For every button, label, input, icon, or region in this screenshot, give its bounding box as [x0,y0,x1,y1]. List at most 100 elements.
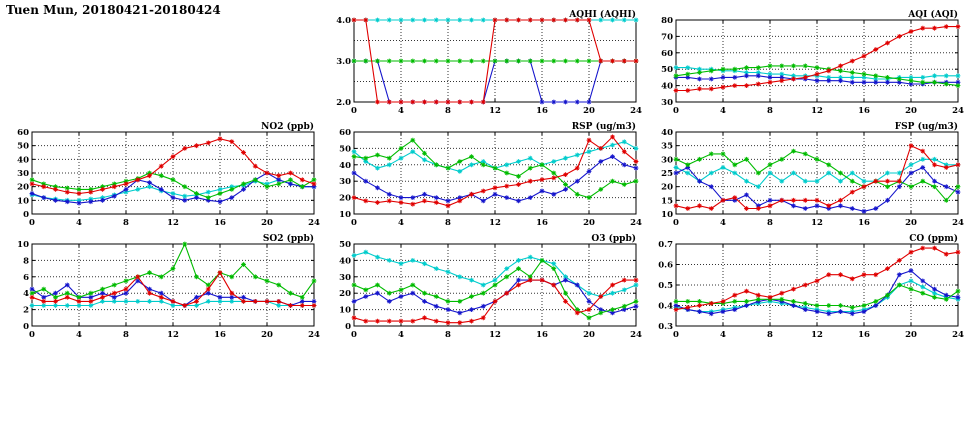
svg-text:12: 12 [811,106,823,116]
svg-text:4: 4 [720,218,726,228]
svg-text:10: 10 [339,306,351,316]
svg-text:30: 30 [17,169,29,179]
svg-text:8: 8 [123,218,129,228]
svg-text:20: 20 [261,330,273,340]
svg-text:0.4: 0.4 [658,302,673,312]
svg-text:0: 0 [673,218,679,228]
chart-so2: 0 4 8 12 16 20 24 0 2 4 6 8 10 SO2 (ppb) [2,232,322,344]
svg-text:20: 20 [17,183,29,193]
svg-text:16: 16 [536,106,548,116]
svg-text:2: 2 [23,306,29,316]
svg-text:40: 40 [339,161,351,171]
svg-text:0: 0 [351,218,357,228]
svg-text:40: 40 [17,155,29,165]
svg-text:8: 8 [445,218,451,228]
svg-text:8: 8 [23,256,29,266]
chart-o3: 0 4 8 12 16 20 24 0 10 20 30 40 50 O3 (ppb) [324,232,644,344]
svg-text:0: 0 [23,322,29,332]
svg-text:4: 4 [23,289,29,299]
svg-text:10: 10 [661,210,673,220]
svg-text:0: 0 [351,106,357,116]
svg-text:4: 4 [398,106,404,116]
svg-text:24: 24 [308,330,320,340]
svg-text:30: 30 [339,273,351,283]
svg-text:0.7: 0.7 [658,240,673,250]
svg-text:20: 20 [339,289,351,299]
svg-text:4: 4 [720,330,726,340]
svg-text:24: 24 [630,218,642,228]
svg-text:0: 0 [23,210,29,220]
svg-text:16: 16 [536,330,548,340]
svg-text:24: 24 [308,218,320,228]
svg-text:0: 0 [29,330,35,340]
chart-canvas: 0 4 8 12 16 20 24 0 10 20 30 40 50 O3 (ppb) [339,233,642,340]
svg-text:4: 4 [398,330,404,340]
svg-text:0.5: 0.5 [658,281,673,291]
svg-text:12: 12 [811,218,823,228]
svg-text:35: 35 [661,142,673,152]
svg-text:8: 8 [445,330,451,340]
svg-text:6: 6 [23,273,29,283]
svg-text:15: 15 [661,196,673,206]
svg-text:4.0: 4.0 [336,16,351,26]
chart-co: 0 4 8 12 16 20 24 0.3 0.4 0.5 0.6 0.7 CO (ppm) [646,232,966,344]
svg-text:0: 0 [673,330,679,340]
svg-text:4: 4 [720,106,726,116]
svg-text:20: 20 [905,330,917,340]
chart-canvas: 0 4 8 12 16 20 24 0.3 0.4 0.5 0.6 0.7 CO (ppm) [658,233,964,340]
svg-text:60: 60 [339,128,351,138]
svg-text:SO2 (ppb): SO2 (ppb) [263,233,314,244]
svg-text:24: 24 [952,106,964,116]
svg-text:0: 0 [345,322,351,332]
svg-text:16: 16 [214,218,226,228]
svg-text:AQHI (AQHI): AQHI (AQHI) [568,9,636,20]
svg-text:CO (ppm): CO (ppm) [909,233,958,244]
svg-text:50: 50 [339,240,351,250]
page-title: Tuen Mun, 20180421-20180424 [6,3,221,17]
svg-text:50: 50 [661,65,673,75]
svg-text:RSP (ug/m3): RSP (ug/m3) [572,121,636,132]
svg-text:12: 12 [811,330,823,340]
chart-canvas: 0 4 8 12 16 20 24 10 20 30 40 50 60 RSP (ug/m3) [339,121,642,228]
empty-cell [2,8,322,120]
svg-text:10: 10 [17,196,29,206]
svg-text:10: 10 [339,210,351,220]
svg-text:20: 20 [339,194,351,204]
svg-text:12: 12 [489,330,501,340]
svg-text:0.6: 0.6 [658,261,673,271]
chart-fsp: 0 4 8 12 16 20 24 10 15 20 25 30 35 40 FSP (ug/m3) [646,120,966,232]
svg-text:0: 0 [29,218,35,228]
svg-text:2.0: 2.0 [336,98,351,108]
svg-text:FSP (ug/m3): FSP (ug/m3) [895,121,958,132]
svg-text:12: 12 [167,218,179,228]
chart-rsp: 0 4 8 12 16 20 24 10 20 30 40 50 60 RSP (ug/m3) [324,120,644,232]
svg-text:25: 25 [661,169,673,179]
svg-text:24: 24 [952,218,964,228]
svg-text:16: 16 [858,330,870,340]
svg-text:30: 30 [661,155,673,165]
svg-text:8: 8 [767,218,773,228]
charts-grid: 0 4 8 12 16 20 24 2.0 3.0 4.0 AQHI (AQHI) 0 4 8 12 16 2… [2,8,968,344]
svg-text:20: 20 [905,106,917,116]
svg-text:60: 60 [17,128,29,138]
chart-canvas: 0 4 8 12 16 20 24 10 15 20 25 30 35 40 FSP (ug/m3) [661,121,964,228]
svg-text:4: 4 [398,218,404,228]
svg-text:20: 20 [583,330,595,340]
svg-text:20: 20 [583,218,595,228]
svg-text:70: 70 [661,32,673,42]
svg-text:8: 8 [445,106,451,116]
chart-aqi: 0 4 8 12 16 20 24 30 40 50 60 70 80 AQI (AQI) [646,8,966,120]
svg-text:20: 20 [261,218,273,228]
svg-text:16: 16 [858,218,870,228]
svg-text:16: 16 [858,106,870,116]
svg-text:30: 30 [661,98,673,108]
svg-text:20: 20 [583,106,595,116]
svg-text:16: 16 [536,218,548,228]
svg-text:O3 (ppb): O3 (ppb) [591,233,636,244]
svg-text:30: 30 [339,177,351,187]
svg-text:40: 40 [661,82,673,92]
svg-text:20: 20 [905,218,917,228]
svg-text:12: 12 [489,106,501,116]
svg-text:8: 8 [767,106,773,116]
